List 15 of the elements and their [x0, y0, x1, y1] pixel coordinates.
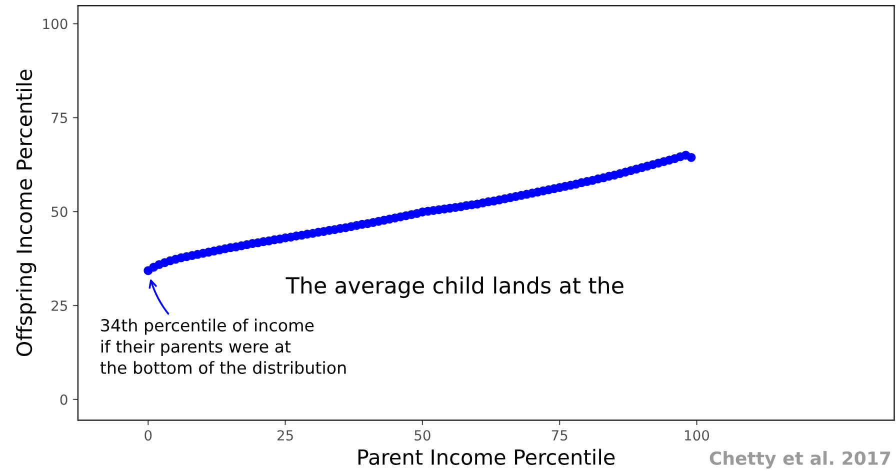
text: Chetty et al. 2017	[710, 451, 890, 469]
x-tick-label: 0	[144, 430, 152, 441]
y-tick-label: 0	[60, 394, 68, 405]
y-axis-title: Offspring Income Percentile	[16, 70, 36, 356]
x-tick-label: 50	[414, 430, 430, 441]
y-tick-label: 75	[52, 112, 68, 124]
x-tick-label: 75	[552, 430, 568, 441]
y-tick-label: 25	[52, 300, 68, 311]
x-axis-title: Parent Income Percentile	[358, 448, 615, 465]
y-tick-label: 100	[43, 18, 68, 30]
x-tick-label: 100	[684, 430, 710, 441]
y-tick-label: 50	[52, 206, 68, 218]
annotation: 34th percentile of income if their parents were at the bottom of the distribution	[100, 318, 346, 374]
x-tick-label: 25	[277, 430, 293, 441]
annotation: The average child lands at the	[286, 276, 624, 298]
